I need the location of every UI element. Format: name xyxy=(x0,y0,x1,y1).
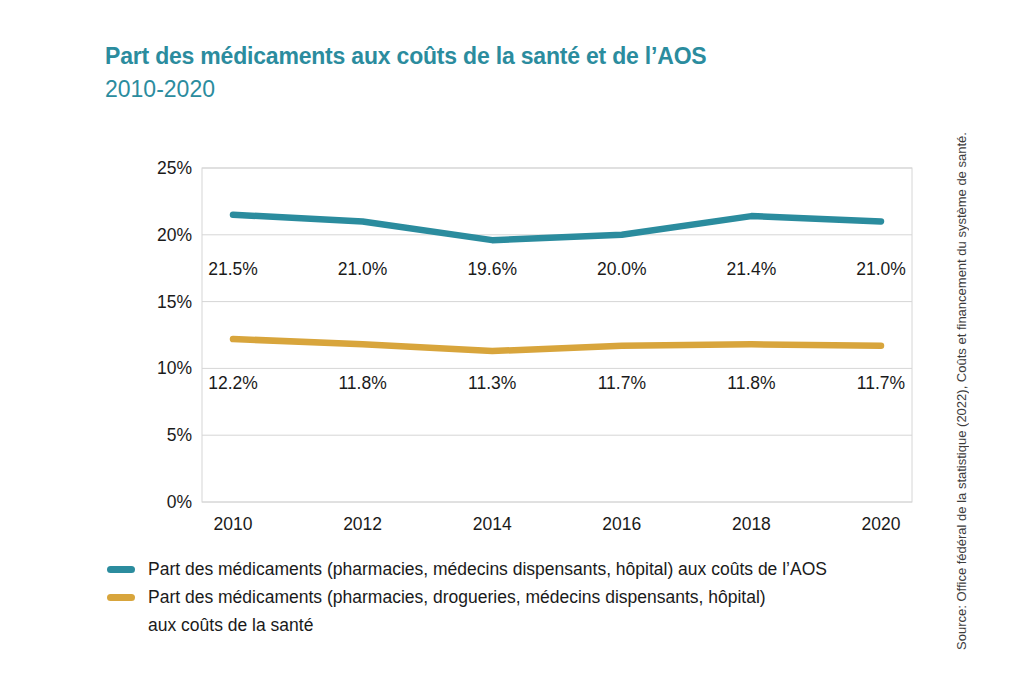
x-axis-tick-label: 2012 xyxy=(343,514,382,534)
data-point-label: 20.0% xyxy=(597,259,647,279)
y-axis-tick-label: 25% xyxy=(157,158,192,178)
data-point-label: 11.7% xyxy=(598,373,646,393)
data-point-label: 19.6% xyxy=(467,259,517,279)
data-point-label: 21.5% xyxy=(208,259,258,279)
source-citation: Source: Office fédéral de la statistique… xyxy=(954,25,982,650)
data-point-label: 12.2% xyxy=(208,373,258,393)
y-axis-tick-label: 10% xyxy=(157,358,192,378)
y-axis-tick-label: 5% xyxy=(167,425,192,445)
legend-swatch xyxy=(107,566,135,573)
data-point-label: 11.3% xyxy=(468,373,516,393)
legend-label: Part des médicaments (pharmacies, drogue… xyxy=(148,583,766,639)
legend-item: Part des médicaments (pharmacies, drogue… xyxy=(107,583,827,639)
legend-label: Part des médicaments (pharmacies, médeci… xyxy=(148,555,827,583)
x-axis-tick-label: 2018 xyxy=(732,514,771,534)
data-point-label: 21.0% xyxy=(338,259,388,279)
y-axis-tick-label: 15% xyxy=(157,292,192,312)
y-axis-tick-label: 20% xyxy=(157,225,192,245)
y-axis-tick-label: 0% xyxy=(167,492,192,512)
x-axis-tick-label: 2020 xyxy=(862,514,901,534)
data-point-label: 21.4% xyxy=(727,259,777,279)
x-axis-tick-label: 2010 xyxy=(214,514,253,534)
series-line-0 xyxy=(233,215,881,240)
data-point-label: 11.7% xyxy=(857,373,905,393)
series-line-1 xyxy=(233,339,881,351)
data-point-label: 11.8% xyxy=(727,373,775,393)
page: Part des médicaments aux coûts de la san… xyxy=(0,0,1024,683)
x-axis-tick-label: 2016 xyxy=(602,514,641,534)
chart-legend: Part des médicaments (pharmacies, médeci… xyxy=(107,555,827,639)
legend-swatch xyxy=(107,594,135,601)
data-point-label: 11.8% xyxy=(338,373,386,393)
data-point-label: 21.0% xyxy=(856,259,906,279)
x-axis-tick-label: 2014 xyxy=(473,514,512,534)
legend-item: Part des médicaments (pharmacies, médeci… xyxy=(107,555,827,583)
